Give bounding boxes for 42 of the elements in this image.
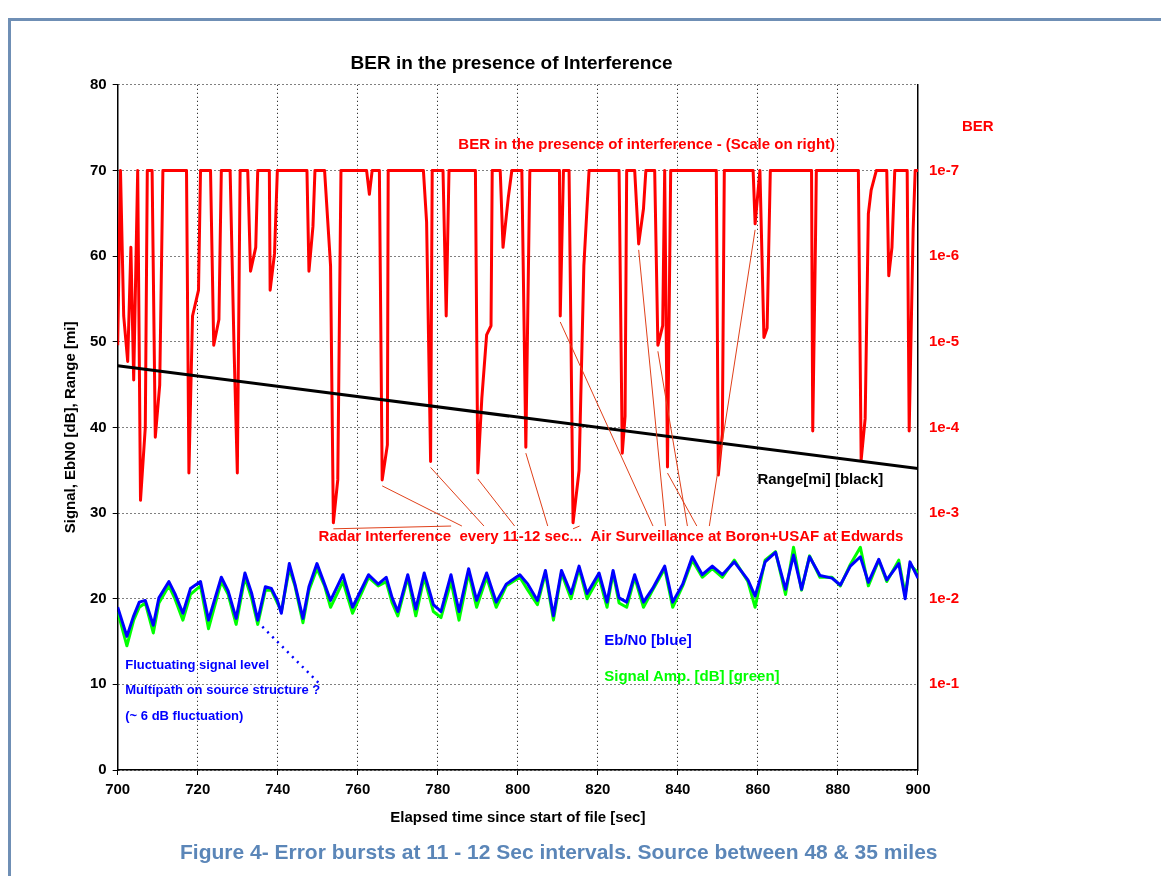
y-tick-label: 50 <box>90 331 107 349</box>
annotation: Air Surveillance at Boron+USAF at Edwards <box>590 527 904 545</box>
series-label: Eb/N0 [blue] <box>604 630 692 648</box>
y2-tick-label: 1e-6 <box>928 246 960 264</box>
y-tick-label: 0 <box>98 760 107 778</box>
y2-tick-label: 1e-1 <box>928 674 960 692</box>
annotation: Radar Interference <box>318 527 452 545</box>
x-tick-label: 880 <box>825 780 851 798</box>
x-axis-title: Elapsed time since start of file [sec] <box>390 808 646 826</box>
y-tick-label: 30 <box>90 503 107 521</box>
y-tick-label: 80 <box>90 74 107 92</box>
y-tick-label: 10 <box>90 674 107 692</box>
x-tick-label: 800 <box>505 780 531 798</box>
y-tick-label: 40 <box>90 417 107 435</box>
x-tick-label: 720 <box>185 780 211 798</box>
x-tick-label: 860 <box>745 780 771 798</box>
y-tick-label: 20 <box>90 588 107 606</box>
text: Signal Amp. [dB] [green] <box>604 666 780 684</box>
y-tick-label: 60 <box>90 246 107 264</box>
series-label: BER in the presence of interference - (Scale on right) <box>458 135 836 153</box>
x-tick-label: 840 <box>665 780 691 798</box>
annotation: Multipath on source structure ? <box>125 682 321 698</box>
annotation: Fluctuating signal level <box>125 656 270 672</box>
x-tick-label: 780 <box>425 780 451 798</box>
y2-axis-title: BER <box>961 117 994 135</box>
y2-tick-label: 1e-5 <box>928 331 960 349</box>
annotation: every 11-12 sec... <box>459 527 583 545</box>
y-axis-title: Signal, EbN0 [dB], Range [mi] <box>61 321 79 534</box>
x-tick-label: 740 <box>265 780 291 798</box>
y2-tick-label: 1e-2 <box>928 588 960 606</box>
y-tick-label: 70 <box>90 160 107 178</box>
x-tick-label: 700 <box>105 780 131 798</box>
y2-tick-label: 1e-3 <box>928 503 960 521</box>
x-tick-label: 760 <box>345 780 371 798</box>
y2-tick-label: 1e-4 <box>928 417 960 435</box>
y2-tick-label: 1e-7 <box>928 160 960 178</box>
chart-title: BER in the presence of Interference <box>350 51 673 73</box>
x-tick-label: 900 <box>905 780 931 798</box>
caption: Figure 4- Error bursts at 11 - 12 Sec intervals. Source between 48 & 35 miles <box>180 840 938 864</box>
annotation: (~ 6 dB fluctuation) <box>125 708 244 724</box>
series-label: Range[mi] [black] <box>757 470 884 488</box>
x-tick-label: 820 <box>585 780 611 798</box>
